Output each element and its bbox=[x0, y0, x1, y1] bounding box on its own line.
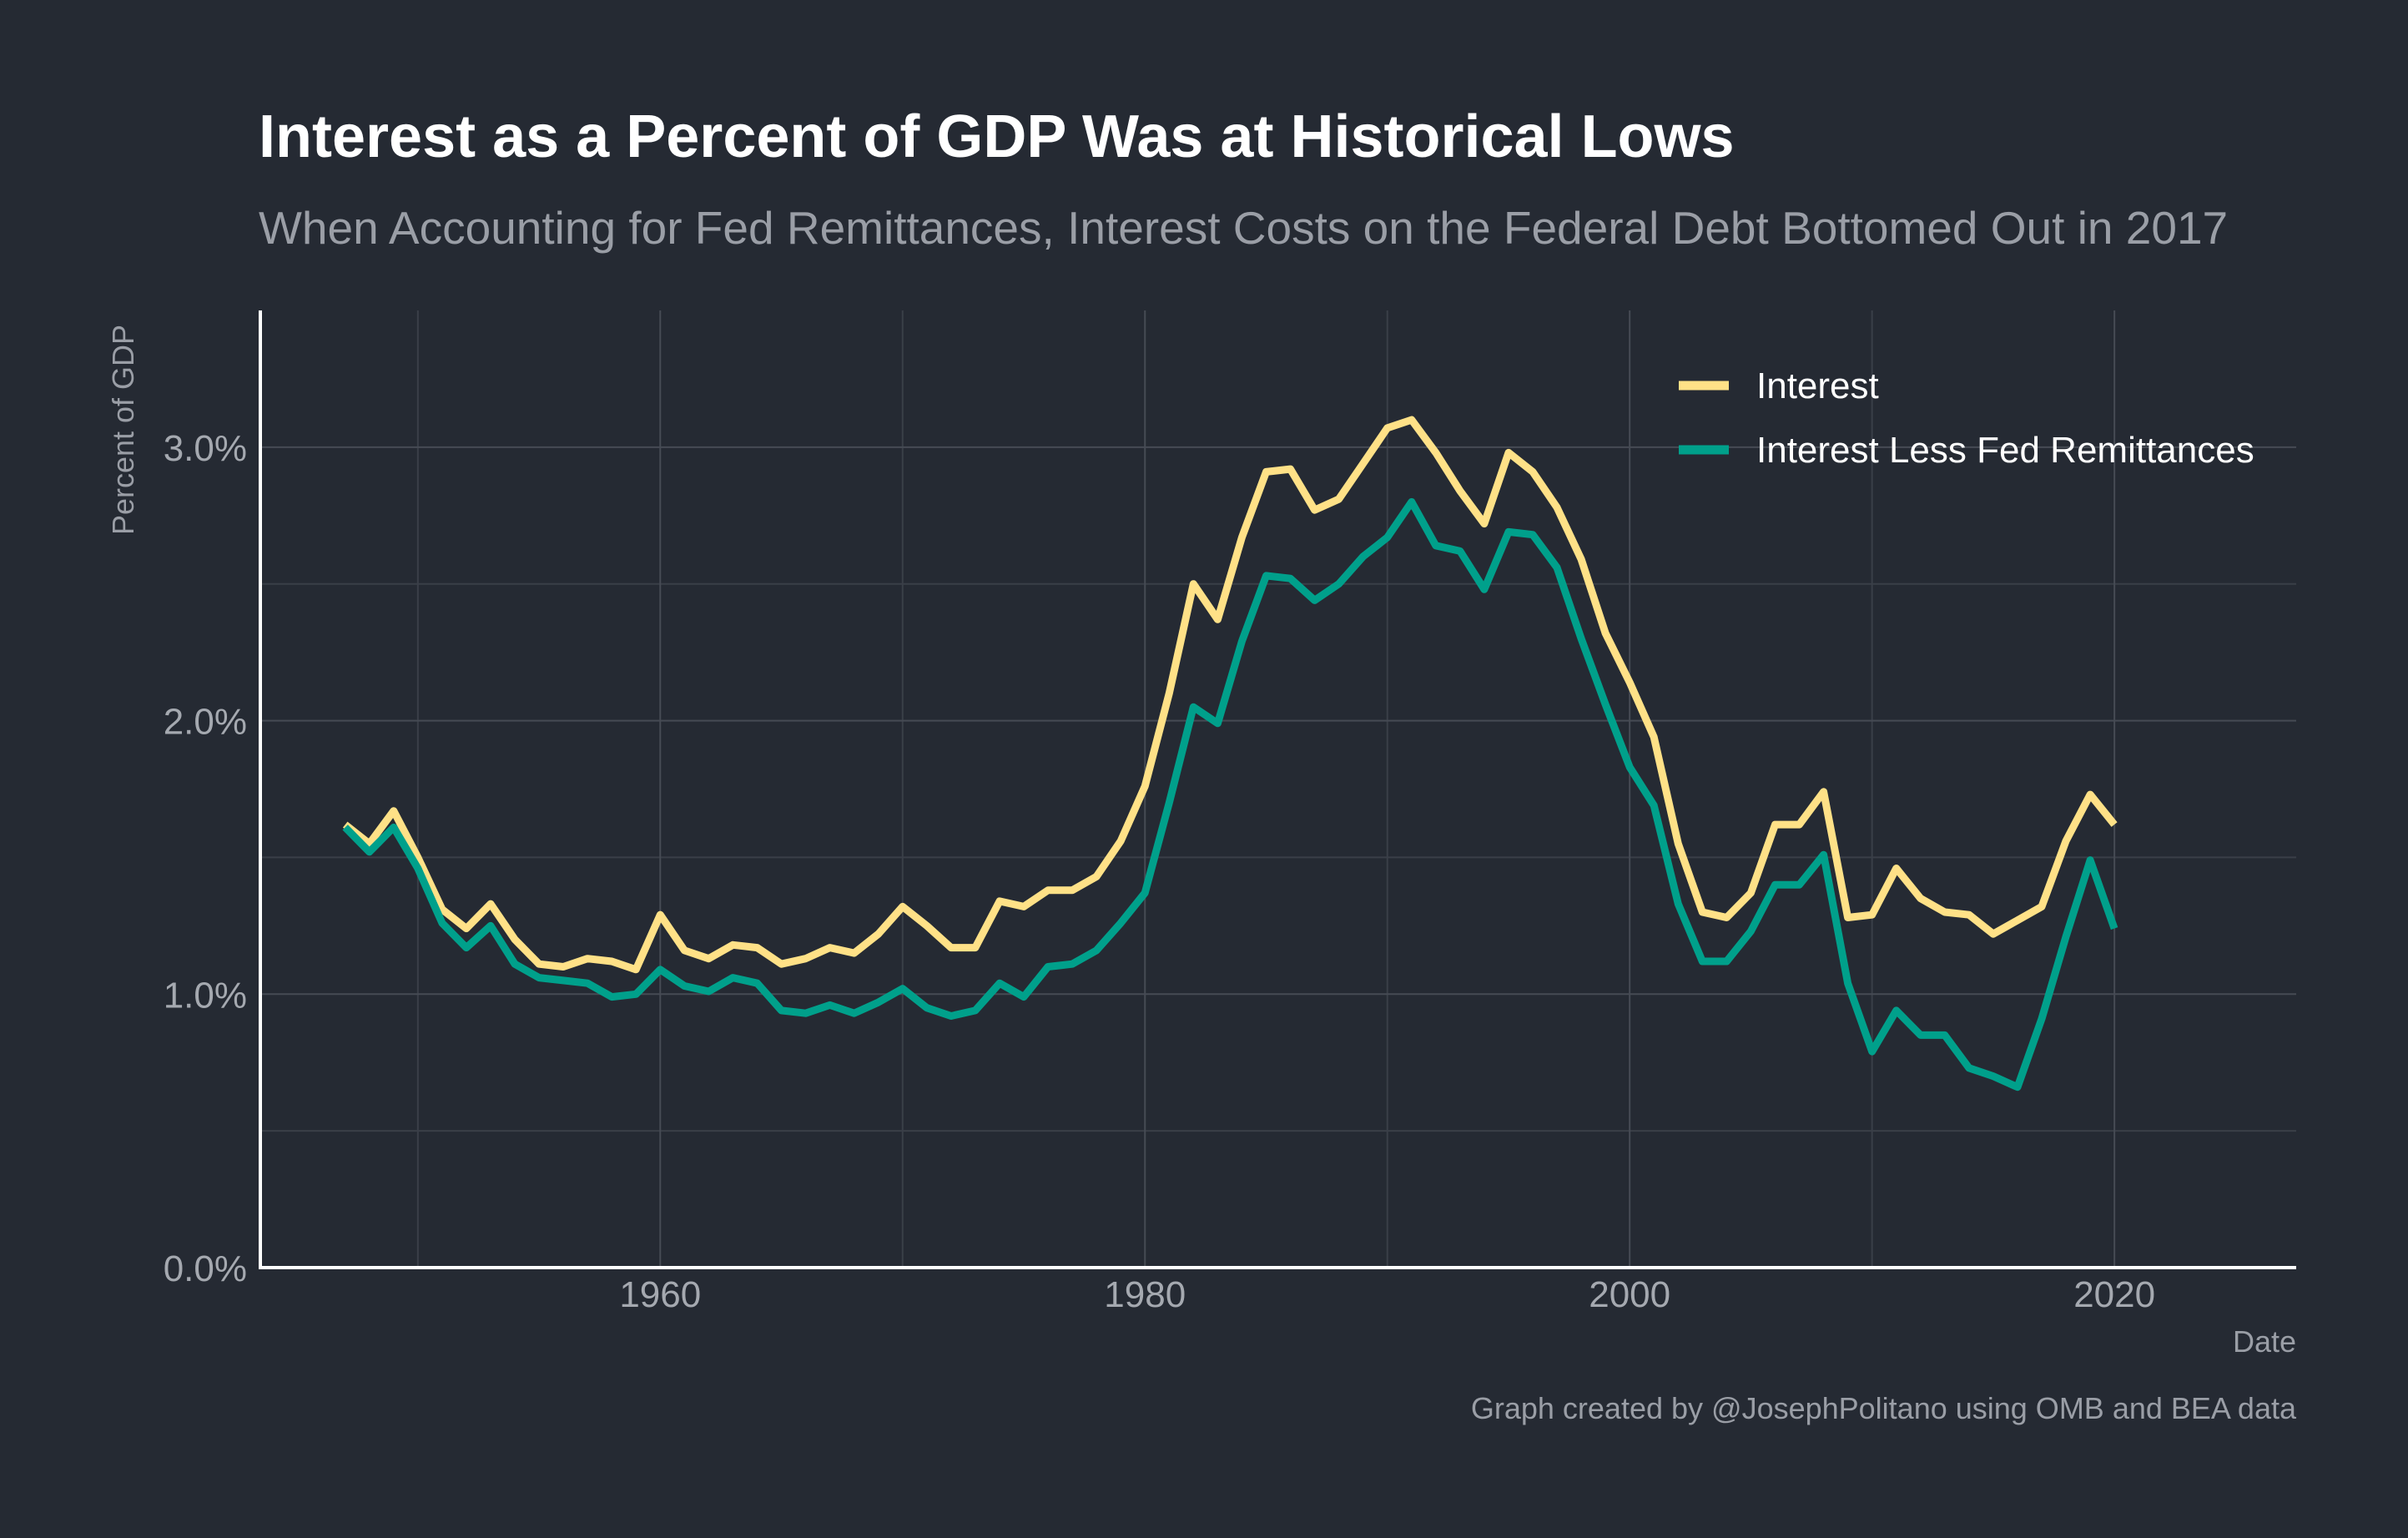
x-tick-label: 1980 bbox=[1104, 1274, 1186, 1315]
chart-title: Interest as a Percent of GDP Was at Hist… bbox=[259, 103, 1735, 170]
chart-subtitle: When Accounting for Fed Remittances, Int… bbox=[259, 202, 2228, 254]
series-line-1 bbox=[342, 416, 2118, 974]
series-lines bbox=[342, 416, 2118, 1092]
y-axis-title: Percent of GDP bbox=[106, 325, 140, 535]
y-tick-label: 3.0% bbox=[164, 428, 247, 469]
legend-label: Interest Less Fed Remittances bbox=[1756, 430, 2254, 471]
chart-caption: Graph created by @JosephPolitano using O… bbox=[1471, 1391, 2297, 1425]
legend-label: Interest bbox=[1756, 366, 1879, 406]
y-tick-label: 0.0% bbox=[164, 1248, 247, 1289]
series-line-2 bbox=[342, 497, 2118, 1092]
legend: Interest Interest Less Fed Remittances bbox=[1679, 366, 2254, 471]
x-tick-label: 2020 bbox=[2073, 1274, 2155, 1315]
x-tick-label: 1960 bbox=[619, 1274, 701, 1315]
x-tick-labels: 1960 1980 2000 2020 bbox=[619, 1274, 2155, 1315]
y-tick-label: 2.0% bbox=[164, 702, 247, 743]
x-axis-title: Date bbox=[2233, 1324, 2296, 1359]
x-tick-label: 2000 bbox=[1589, 1274, 1670, 1315]
y-tick-label: 1.0% bbox=[164, 975, 247, 1016]
y-tick-labels: 0.0% 1.0% 2.0% 3.0% bbox=[164, 428, 247, 1289]
